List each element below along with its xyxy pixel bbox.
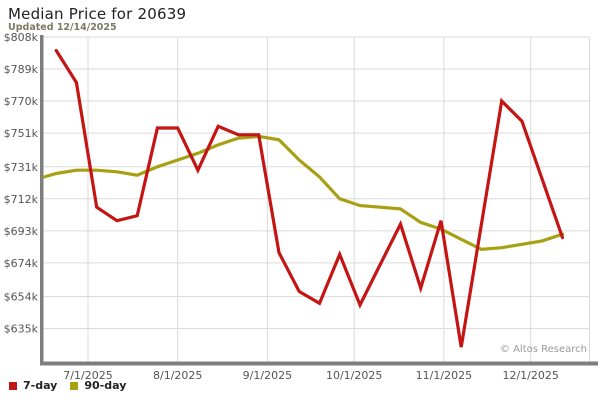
- legend-item-90day: 90-day: [70, 379, 126, 392]
- y-axis-bar: [40, 35, 44, 365]
- y-tick-label: $789k: [4, 63, 39, 76]
- legend-label-90day: 90-day: [84, 379, 127, 392]
- chart-legend: 7-day 90-day: [9, 379, 126, 392]
- y-tick-label: $731k: [4, 161, 39, 174]
- series-line-90-day: [42, 134, 565, 252]
- altos-research-watermark: © Altos Research: [499, 344, 587, 355]
- x-tick-label: 11/1/2025: [416, 369, 472, 382]
- y-tick-label: $712k: [4, 193, 39, 206]
- y-tick-label: $654k: [4, 291, 39, 304]
- y-tick-label: $674k: [4, 257, 39, 270]
- x-tick-label: 12/1/2025: [502, 369, 558, 382]
- y-tick-label: $770k: [4, 95, 39, 108]
- updated-date: Updated 12/14/2025: [8, 22, 117, 33]
- x-tick-label: 7/1/2025: [63, 369, 112, 382]
- y-tick-label: $751k: [4, 127, 39, 140]
- x-tick-label: 9/1/2025: [243, 369, 292, 382]
- legend-swatch-90day-icon: [70, 381, 79, 390]
- y-tick-label: $693k: [4, 225, 39, 238]
- y-tick-label: $635k: [4, 323, 39, 336]
- page-title: Median Price for 20639: [8, 5, 187, 23]
- series-line-7-day: [54, 48, 565, 348]
- legend-item-7day: 7-day: [9, 379, 57, 392]
- x-tick-label: 8/1/2025: [153, 369, 202, 382]
- legend-swatch-7day-icon: [9, 381, 17, 390]
- x-axis-bar: [40, 361, 598, 366]
- legend-label-7day: 7-day: [23, 379, 58, 392]
- y-tick-label: $808k: [4, 31, 39, 44]
- x-tick-label: 10/1/2025: [326, 369, 382, 382]
